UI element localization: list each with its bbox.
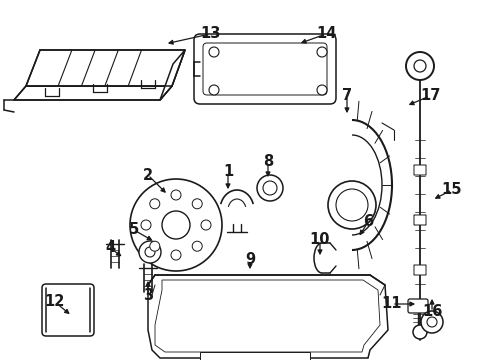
Circle shape — [316, 47, 326, 57]
Circle shape — [412, 325, 426, 339]
Text: 16: 16 — [421, 305, 441, 320]
Text: 9: 9 — [244, 252, 255, 267]
Circle shape — [208, 85, 219, 95]
Text: 15: 15 — [441, 183, 461, 198]
Circle shape — [162, 211, 190, 239]
Text: 1: 1 — [223, 165, 233, 180]
Circle shape — [141, 220, 151, 230]
Circle shape — [192, 241, 202, 251]
Circle shape — [263, 181, 276, 195]
FancyBboxPatch shape — [407, 299, 427, 313]
Circle shape — [426, 317, 436, 327]
Text: 11: 11 — [381, 297, 402, 311]
Circle shape — [171, 190, 181, 200]
FancyBboxPatch shape — [194, 34, 335, 104]
FancyBboxPatch shape — [413, 265, 425, 275]
Circle shape — [420, 311, 442, 333]
Circle shape — [327, 181, 375, 229]
Text: 7: 7 — [341, 89, 351, 104]
FancyBboxPatch shape — [413, 215, 425, 225]
Text: 17: 17 — [419, 89, 439, 104]
Circle shape — [192, 199, 202, 209]
Polygon shape — [200, 352, 309, 360]
Circle shape — [149, 199, 160, 209]
Text: 12: 12 — [45, 294, 65, 310]
Circle shape — [335, 189, 367, 221]
Text: 2: 2 — [142, 167, 153, 183]
FancyBboxPatch shape — [203, 43, 326, 95]
Text: 14: 14 — [315, 27, 336, 41]
Circle shape — [257, 175, 283, 201]
Circle shape — [208, 47, 219, 57]
Circle shape — [171, 250, 181, 260]
Polygon shape — [148, 275, 387, 358]
Polygon shape — [26, 50, 184, 86]
Text: 10: 10 — [309, 233, 329, 248]
Circle shape — [130, 179, 222, 271]
Polygon shape — [160, 50, 184, 100]
Circle shape — [405, 52, 433, 80]
Circle shape — [316, 85, 326, 95]
Circle shape — [201, 220, 210, 230]
Text: 8: 8 — [263, 154, 273, 170]
Text: 5: 5 — [129, 222, 139, 238]
Circle shape — [139, 241, 161, 263]
Text: 3: 3 — [142, 288, 153, 303]
Text: 13: 13 — [200, 27, 220, 41]
Text: 4: 4 — [105, 240, 115, 256]
Polygon shape — [14, 86, 172, 100]
Circle shape — [145, 247, 155, 257]
Circle shape — [413, 60, 425, 72]
Circle shape — [149, 241, 160, 251]
Text: 6: 6 — [362, 215, 372, 230]
FancyBboxPatch shape — [413, 165, 425, 175]
FancyBboxPatch shape — [42, 284, 94, 336]
